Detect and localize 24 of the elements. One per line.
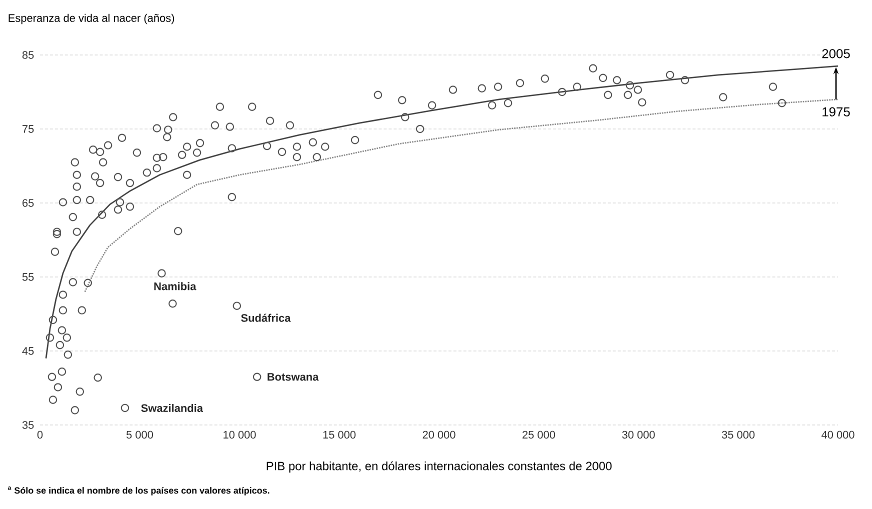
y-tick-label: 55 (22, 273, 34, 281)
x-tick-label: 35 000 (722, 430, 755, 439)
x-tick-label: 20 000 (422, 430, 456, 439)
annotation: Swazilandia (141, 404, 204, 412)
x-tick-label: 5 000 (126, 430, 154, 439)
y-axis-title: Esperanza de vida al nacer (años) (8, 14, 174, 24)
annotation: Namibia (154, 282, 196, 290)
series-label: 2005 (822, 49, 850, 58)
annotation: Botswana (268, 373, 319, 381)
y-tick-label: 45 (22, 347, 34, 355)
y-tick-label: 85 (22, 51, 34, 59)
x-axis-title: PIB por habitante, en dólares internacionales constantes de 2000 (266, 461, 612, 473)
y-tick-label: 75 (22, 125, 34, 133)
annotation: Sudáfrica (241, 314, 291, 322)
series-label: 1975 (822, 107, 850, 116)
x-tick-label: 0 (37, 430, 43, 439)
y-tick-label: 65 (22, 199, 34, 207)
text: $^{a}$ Sólo se indica el nombre de los países con valores atípicos. (8, 486, 270, 496)
x-tick-label: 25 000 (522, 430, 556, 439)
x-tick-label: 40 000 (822, 430, 854, 439)
x-tick-label: 10 000 (224, 430, 256, 439)
x-tick-label: 15 000 (323, 430, 356, 439)
y-tick-label: 35 (22, 421, 34, 429)
x-tick-label: 30 000 (622, 430, 655, 439)
